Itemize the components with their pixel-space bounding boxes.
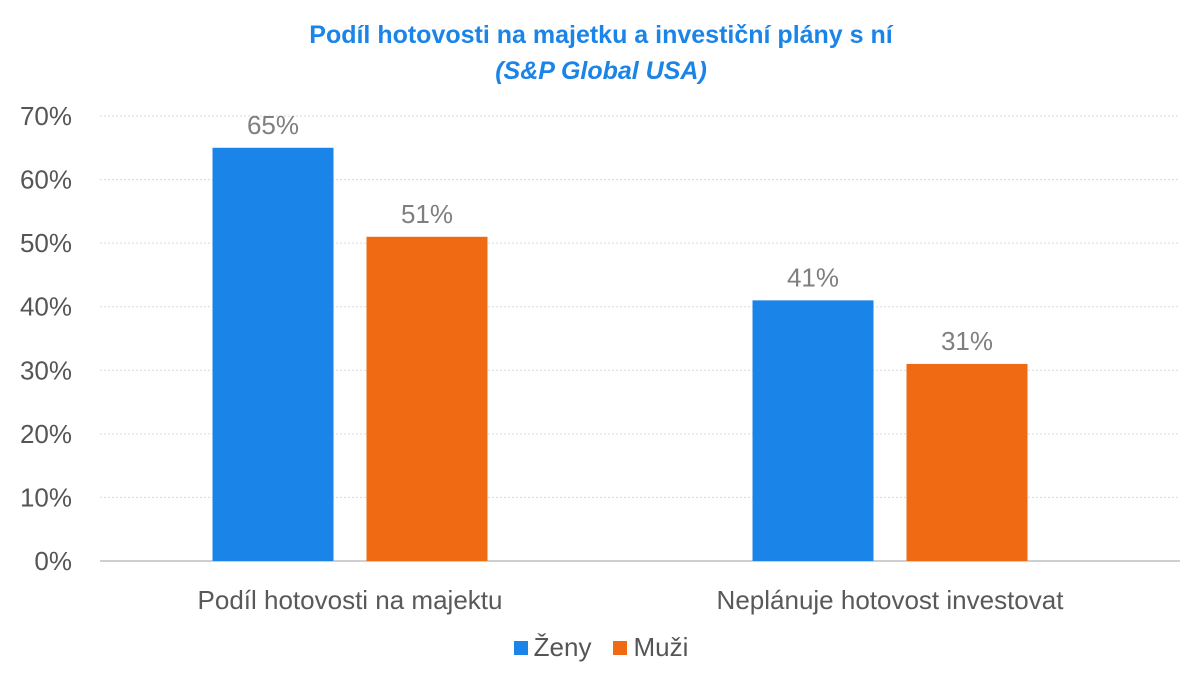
legend-label-muzi: Muži [633,632,689,662]
bar-muzi-1 [906,363,1028,561]
legend-item-zeny: Ženy [513,632,592,663]
y-tick-label: 20% [20,419,72,449]
bar-zeny-1 [752,300,874,561]
data-label: 65% [247,110,299,140]
chart-title: Podíl hotovosti na majetku a investiční … [309,21,893,49]
x-category-label: Podíl hotovosti na majektu [198,585,503,615]
bar-zeny-0 [212,147,334,562]
bar-muzi-0 [366,236,488,562]
y-tick-label: 10% [20,482,72,512]
y-tick-label: 40% [20,292,72,322]
y-tick-label: 50% [20,228,72,258]
legend-swatch-zeny [513,640,528,655]
data-label: 31% [941,326,993,356]
y-tick-label: 70% [20,101,72,131]
data-label: 51% [401,199,453,229]
y-tick-label: 60% [20,165,72,195]
x-category-label: Neplánuje hotovost investovat [717,585,1065,615]
legend: Ženy Muži [0,632,1202,663]
y-tick-label: 0% [34,546,72,576]
legend-swatch-muzi [613,640,628,655]
legend-label-zeny: Ženy [533,632,592,662]
data-label: 41% [787,262,839,292]
y-tick-label: 30% [20,355,72,385]
legend-item-muzi: Muži [613,632,688,663]
chart-subtitle: (S&P Global USA) [495,57,707,85]
